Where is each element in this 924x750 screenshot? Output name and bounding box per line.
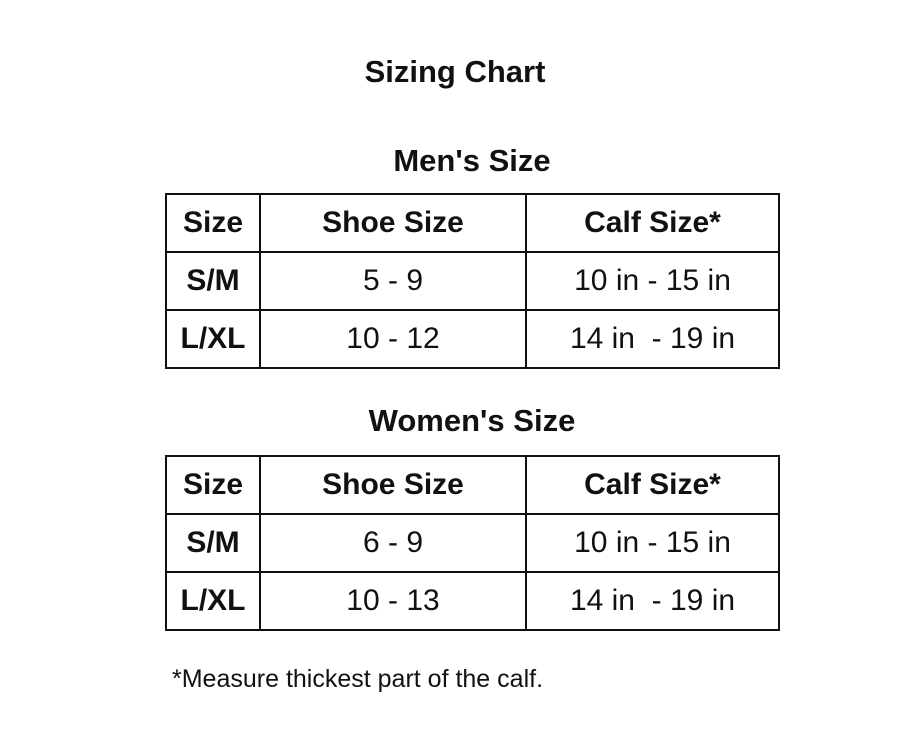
header-cell: Calf Size* — [525, 455, 780, 515]
table-row: L/XL 10 - 13 14 in - 19 in — [165, 571, 780, 631]
header-cell: Shoe Size — [259, 193, 527, 253]
table-header-row: Size Shoe Size Calf Size* — [165, 193, 780, 253]
shoe-size-cell: 5 - 9 — [259, 251, 527, 311]
calf-size-cell: 10 in - 15 in — [525, 513, 780, 573]
table-row: S/M 5 - 9 10 in - 15 in — [165, 251, 780, 311]
shoe-size-cell: 6 - 9 — [259, 513, 527, 573]
size-cell: L/XL — [165, 309, 261, 369]
womens-size-heading: Women's Size — [368, 403, 576, 438]
shoe-size-cell: 10 - 12 — [259, 309, 527, 369]
size-cell: S/M — [165, 251, 261, 311]
mens-size-table: Size Shoe Size Calf Size* S/M 5 - 9 10 i… — [165, 193, 780, 369]
table-header-row: Size Shoe Size Calf Size* — [165, 455, 780, 515]
shoe-size-cell: 10 - 13 — [259, 571, 527, 631]
header-cell: Size — [165, 455, 261, 515]
footnote: *Measure thickest part of the calf. — [172, 665, 544, 693]
header-cell: Shoe Size — [259, 455, 527, 515]
table-row: S/M 6 - 9 10 in - 15 in — [165, 513, 780, 573]
table-row: L/XL 10 - 12 14 in - 19 in — [165, 309, 780, 369]
size-cell: S/M — [165, 513, 261, 573]
mens-size-heading: Men's Size — [393, 143, 551, 178]
womens-size-table: Size Shoe Size Calf Size* S/M 6 - 9 10 i… — [165, 455, 780, 631]
page-title: Sizing Chart — [364, 54, 546, 89]
calf-size-cell: 14 in - 19 in — [525, 309, 780, 369]
header-cell: Size — [165, 193, 261, 253]
size-cell: L/XL — [165, 571, 261, 631]
calf-size-cell: 14 in - 19 in — [525, 571, 780, 631]
calf-size-cell: 10 in - 15 in — [525, 251, 780, 311]
header-cell: Calf Size* — [525, 193, 780, 253]
